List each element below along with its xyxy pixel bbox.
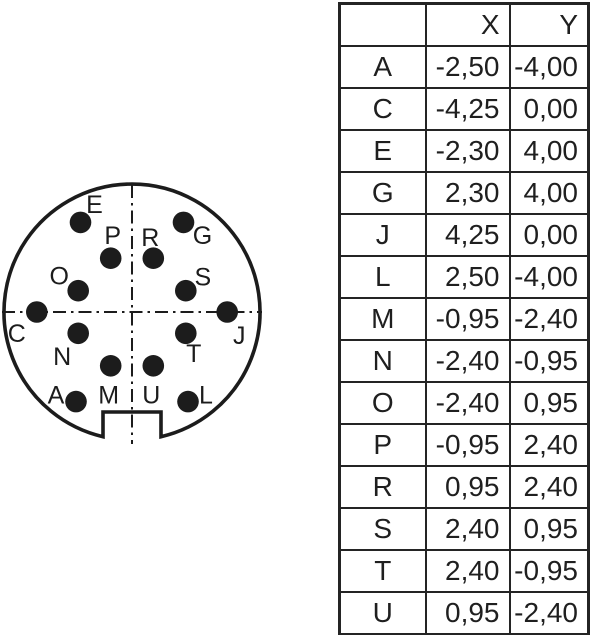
- pin-label-T: T: [186, 340, 201, 368]
- pin-id-cell: C: [338, 87, 427, 131]
- pin-label-C: C: [8, 320, 26, 348]
- table-row-N: N -2,40 -0,95: [338, 339, 590, 383]
- pin-P: [99, 247, 122, 269]
- x-value-cell: -2,40: [424, 339, 511, 383]
- pin-label-L: L: [199, 381, 213, 409]
- pin-id-cell: L: [338, 255, 427, 299]
- pin-M: [99, 355, 122, 377]
- table-row-T: T 2,40 -0,95: [338, 549, 590, 593]
- y-value-cell: 0,95: [508, 507, 590, 551]
- x-value-cell: -4,25: [424, 87, 511, 131]
- pin-C: [26, 301, 48, 323]
- table-row-C: C -4,25 0,00: [338, 87, 590, 131]
- table-row-G: G 2,30 4,00: [338, 171, 590, 215]
- x-value-cell: 2,50: [424, 255, 511, 299]
- pin-id-cell: O: [338, 381, 427, 425]
- pin-label-N: N: [53, 343, 71, 371]
- pin-T: [175, 322, 197, 345]
- pin-label-J: J: [233, 322, 246, 350]
- pin-label-S: S: [194, 263, 211, 291]
- pin-label-E: E: [86, 191, 103, 219]
- x-value-cell: -2,50: [424, 45, 511, 89]
- x-value-cell: 0,95: [424, 465, 511, 509]
- y-value-cell: -4,00: [508, 45, 590, 89]
- table-body: A -2,50 -4,00 C -4,25 0,00 E -2,30 4,00 G 2,30 4,00…: [338, 45, 590, 635]
- y-value-cell: 2,40: [508, 465, 590, 509]
- pin-label-P: P: [104, 222, 121, 250]
- y-value-cell: 2,40: [508, 423, 590, 467]
- pin-id-cell: A: [338, 45, 427, 89]
- pin-U: [142, 355, 165, 377]
- x-value-cell: 4,25: [424, 213, 511, 257]
- table-header-pin: [338, 2, 427, 47]
- x-value-cell: 0,95: [424, 591, 511, 635]
- pin-S: [175, 279, 197, 302]
- y-value-cell: 0,00: [508, 87, 590, 131]
- y-value-cell: -2,40: [508, 591, 590, 635]
- table-header-y: Y: [508, 2, 590, 47]
- pin-id-cell: J: [338, 213, 427, 257]
- y-value-cell: -4,00: [508, 255, 590, 299]
- pin-id-cell: U: [338, 591, 427, 635]
- y-value-cell: 4,00: [508, 129, 590, 173]
- x-value-cell: -2,30: [424, 129, 511, 173]
- table-row-P: P -0,95 2,40: [338, 423, 590, 467]
- pin-N: [67, 322, 89, 345]
- y-value-cell: 0,00: [508, 213, 590, 257]
- pin-label-R: R: [141, 224, 159, 252]
- pin-id-cell: R: [338, 465, 427, 509]
- pin-G: [172, 211, 195, 234]
- pin-label-O: O: [49, 262, 68, 290]
- table-row-S: S 2,40 0,95: [338, 507, 590, 551]
- table-row-L: L 2,50 -4,00: [338, 255, 590, 299]
- table-row-O: O -2,40 0,95: [338, 381, 590, 425]
- x-value-cell: -0,95: [424, 297, 511, 341]
- pin-id-cell: T: [338, 549, 427, 593]
- x-value-cell: 2,30: [424, 171, 511, 215]
- x-value-cell: 2,40: [424, 507, 511, 551]
- pin-label-G: G: [193, 222, 212, 250]
- x-value-cell: 2,40: [424, 549, 511, 593]
- y-value-cell: 4,00: [508, 171, 590, 215]
- x-value-cell: -2,40: [424, 381, 511, 425]
- table-row-M: M -0,95 -2,40: [338, 297, 590, 341]
- pin-id-cell: E: [338, 129, 427, 173]
- pin-id-cell: S: [338, 507, 427, 551]
- pin-label-M: M: [98, 382, 119, 410]
- pin-label-A: A: [48, 381, 65, 409]
- pin-L: [177, 390, 199, 413]
- y-value-cell: -2,40: [508, 297, 590, 341]
- pin-id-cell: M: [338, 297, 427, 341]
- pin-R: [142, 247, 165, 269]
- pin-id-cell: N: [338, 339, 427, 383]
- pin-label-U: U: [142, 382, 160, 410]
- pin-A: [65, 390, 87, 413]
- pin-E: [69, 211, 92, 234]
- connector-diagram: A C E G J L MN O P R S TU: [2, 182, 262, 444]
- table-header-x: X: [424, 2, 511, 47]
- connector-housing-outline: [2, 182, 262, 439]
- pin-J: [216, 301, 238, 323]
- table-row-E: E -2,30 4,00: [338, 129, 590, 173]
- table-row-A: A -2,50 -4,00: [338, 45, 590, 89]
- y-value-cell: 0,95: [508, 381, 590, 425]
- table-row-J: J 4,25 0,00: [338, 213, 590, 257]
- x-value-cell: -0,95: [424, 423, 511, 467]
- table-row-R: R 0,95 2,40: [338, 465, 590, 509]
- y-value-cell: -0,95: [508, 549, 590, 593]
- table-row-U: U 0,95 -2,40: [338, 591, 590, 635]
- y-value-cell: -0,95: [508, 339, 590, 383]
- pin-id-cell: G: [338, 171, 427, 215]
- pin-id-cell: P: [338, 423, 427, 467]
- pin-O: [67, 279, 89, 302]
